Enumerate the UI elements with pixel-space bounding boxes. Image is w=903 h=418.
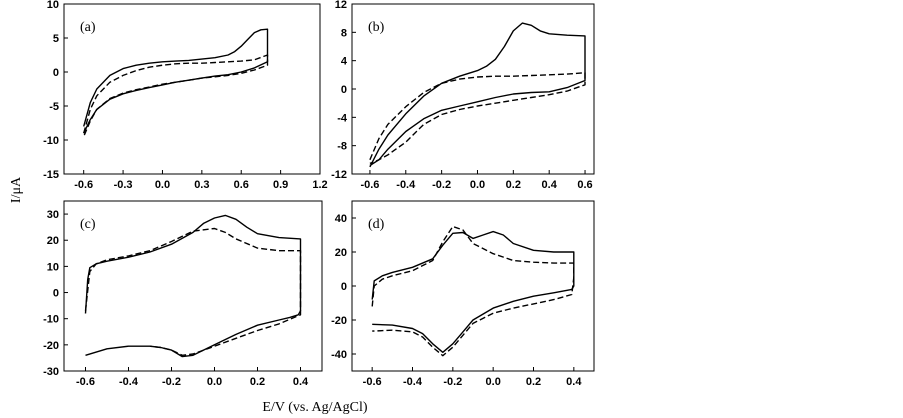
x-tick-label: 0.0 bbox=[486, 376, 501, 388]
panel-b: -0.6 -0.4 -0.2 0.0 0.2 0.4 0.6 -12 -8 -4 0 4 8 12 (b) bbox=[331, 0, 595, 191]
y-tick-label: 4 bbox=[341, 56, 348, 68]
y-tick-label: -8 bbox=[337, 141, 347, 153]
panel-a: -0.6 -0.3 0.0 0.3 0.6 0.9 1.2 -15 -10 -5 0 5 10 (a) bbox=[43, 0, 328, 191]
x-tick-label: 0.2 bbox=[506, 179, 521, 191]
x-tick-label: 0.0 bbox=[155, 179, 170, 191]
x-tick-label: 0.0 bbox=[207, 376, 222, 388]
x-tick-label: 0.0 bbox=[470, 179, 485, 191]
y-tick-label: 12 bbox=[335, 0, 347, 11]
x-tick-label: -0.2 bbox=[432, 179, 451, 191]
x-tick-label: -0.6 bbox=[76, 376, 95, 388]
y-tick-label: -10 bbox=[43, 135, 59, 147]
y-tick-label: -5 bbox=[49, 101, 59, 113]
x-tick-label: -0.6 bbox=[74, 179, 93, 191]
solid-voltammogram bbox=[83, 28, 269, 134]
y-tick-label: 20 bbox=[47, 235, 59, 247]
dashed-voltammogram bbox=[83, 54, 269, 137]
x-tick-label: 0.9 bbox=[273, 179, 288, 191]
y-tick-label: 0 bbox=[341, 281, 347, 293]
panel-label: (a) bbox=[80, 20, 96, 35]
panel-label: (b) bbox=[368, 20, 385, 35]
x-tick-label: -0.3 bbox=[114, 179, 133, 191]
plot-frame bbox=[351, 200, 595, 372]
y-tick-label: 20 bbox=[335, 247, 347, 259]
y-tick-label: -4 bbox=[337, 112, 348, 124]
x-tick-label: 0.6 bbox=[234, 179, 249, 191]
y-tick-label: 0 bbox=[341, 84, 347, 96]
panel-label: (d) bbox=[368, 217, 385, 232]
plot-frame bbox=[63, 200, 323, 372]
x-tick-label: 0.2 bbox=[250, 376, 265, 388]
x-tick-label: 0.4 bbox=[293, 376, 309, 388]
plot-frame bbox=[63, 3, 321, 175]
x-tick-label: -0.4 bbox=[403, 376, 423, 388]
y-tick-label: 5 bbox=[53, 33, 59, 45]
x-tick-label: 0.3 bbox=[194, 179, 209, 191]
x-tick-label: -0.4 bbox=[396, 179, 416, 191]
dashed-voltammogram bbox=[371, 225, 575, 357]
y-tick-label: -30 bbox=[43, 366, 59, 378]
x-tick-label: 1.2 bbox=[312, 179, 327, 191]
x-tick-label: -0.2 bbox=[162, 376, 181, 388]
y-tick-label: -40 bbox=[331, 349, 347, 361]
solid-voltammogram bbox=[84, 214, 302, 358]
x-tick-label: -0.6 bbox=[360, 179, 379, 191]
x-tick-label: 0.4 bbox=[566, 376, 582, 388]
x-tick-label: 0.4 bbox=[542, 179, 558, 191]
y-tick-label: 10 bbox=[47, 261, 59, 273]
y-tick-label: -20 bbox=[331, 315, 347, 327]
y-tick-label: 0 bbox=[53, 288, 59, 300]
solid-voltammogram bbox=[371, 230, 575, 353]
dashed-voltammogram bbox=[84, 227, 302, 356]
y-tick-label: -20 bbox=[43, 340, 59, 352]
x-axis-title: E/V (vs. Ag/AgCl) bbox=[262, 400, 367, 415]
y-tick-label: 8 bbox=[341, 27, 347, 39]
y-tick-label: 10 bbox=[47, 0, 59, 11]
panel-c: -0.6 -0.4 -0.2 0.0 0.2 0.4 -30 -20 -10 0 10 20 30 (c) bbox=[43, 200, 323, 388]
x-tick-label: 0.2 bbox=[526, 376, 541, 388]
x-tick-label: 0.6 bbox=[577, 179, 592, 191]
x-tick-label: -0.2 bbox=[443, 376, 462, 388]
panel-label: (c) bbox=[80, 217, 96, 232]
y-tick-label: -10 bbox=[43, 314, 59, 326]
panel-d: -0.6 -0.4 -0.2 0.0 0.2 0.4 -40 -20 0 20 40 (d) bbox=[331, 200, 595, 388]
x-tick-label: -0.6 bbox=[363, 376, 382, 388]
y-tick-label: 0 bbox=[53, 67, 59, 79]
x-tick-label: -0.4 bbox=[119, 376, 139, 388]
y-axis-title: I/μA bbox=[9, 176, 24, 203]
y-tick-label: 30 bbox=[47, 209, 59, 221]
y-tick-label: 40 bbox=[335, 213, 347, 225]
y-tick-label: -12 bbox=[331, 169, 347, 181]
y-tick-label: -15 bbox=[43, 169, 59, 181]
